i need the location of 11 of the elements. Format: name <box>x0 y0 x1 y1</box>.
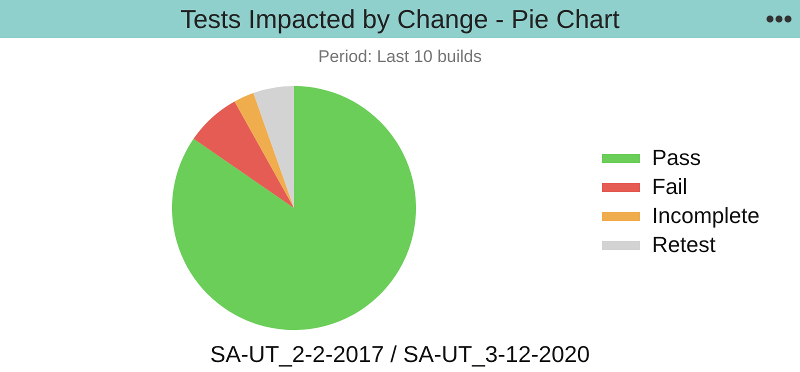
pie-slice <box>234 92 294 208</box>
legend-label: Pass <box>652 145 701 170</box>
legend-label: Incomplete <box>652 203 760 228</box>
chart-subtitle: Period: Last 10 builds <box>318 47 482 66</box>
legend-label: Fail <box>652 174 688 199</box>
pie-slice <box>253 86 294 208</box>
chart-title: Tests Impacted by Change - Pie Chart <box>180 4 620 34</box>
pie-slice <box>172 86 416 330</box>
pie-slice <box>194 101 294 208</box>
legend-label: Retest <box>652 232 716 257</box>
text: SA-UT_2-2-2017 / SA-UT_3-12-2020 <box>210 341 590 367</box>
